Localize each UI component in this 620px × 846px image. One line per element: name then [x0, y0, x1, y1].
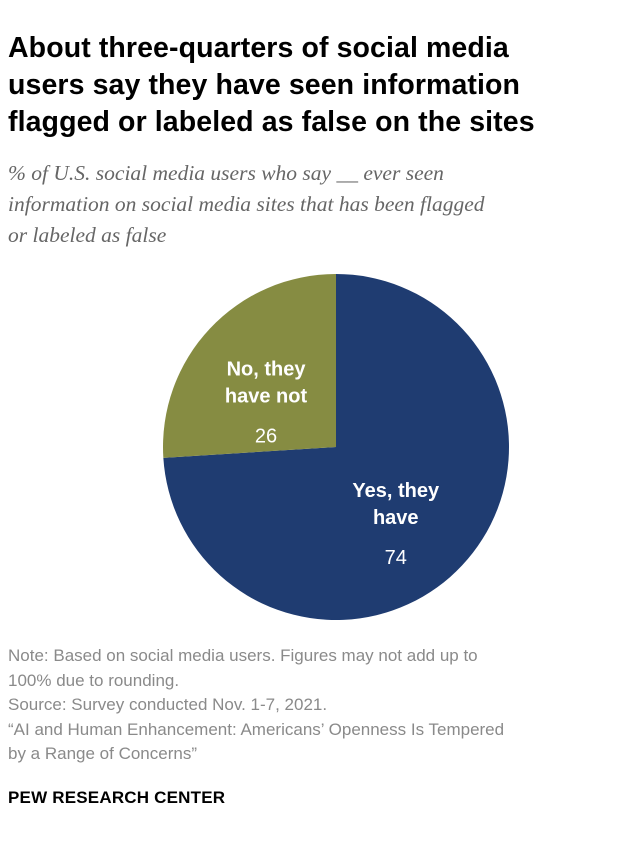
pie-slice-yes: [163, 274, 509, 620]
slice-label-no: No, they: [227, 358, 307, 380]
subtitle-line: or labeled as false: [8, 223, 167, 247]
title-line: About three-quarters of social media: [8, 32, 509, 64]
slice-label-no: have not: [225, 385, 308, 407]
note-line: 100% due to rounding.: [8, 670, 180, 690]
slice-label-yes: Yes, they: [352, 480, 440, 502]
slice-value-no: 26: [255, 425, 277, 447]
slice-label-yes: have: [373, 507, 419, 529]
pie-slices: [162, 274, 509, 620]
report-title-line: “AI and Human Enhancement: Americans’ Op…: [8, 719, 505, 739]
slice-no-labels: No, they have not 26: [225, 358, 308, 447]
pie-slice-no: [162, 274, 336, 458]
chart-title: About three-quarters of social media use…: [8, 30, 608, 141]
source-line: Source: Survey conducted Nov. 1-7, 2021.: [8, 695, 328, 714]
subtitle-line: information on social media sites that h…: [8, 192, 485, 216]
chart-notes: Note: Based on social media users. Figur…: [8, 644, 618, 767]
slice-value-yes: 74: [385, 547, 407, 569]
report-title-line: by a Range of Concerns”: [8, 744, 197, 763]
chart-subtitle: % of U.S. social media users who say __ …: [8, 158, 613, 251]
pew-research-center-logo: PEW RESEARCH CENTER: [8, 788, 226, 807]
subtitle-line: % of U.S. social media users who say __ …: [8, 161, 444, 185]
note-line: Note: Based on social media users. Figur…: [8, 646, 478, 665]
pie-chart: Yes, they have 74 No, they have not 26: [162, 274, 509, 620]
slice-yes-labels: Yes, they have 74: [352, 480, 440, 569]
title-line: flagged or labeled as false on the sites: [8, 106, 535, 138]
title-line: users say they have seen information: [8, 69, 521, 101]
